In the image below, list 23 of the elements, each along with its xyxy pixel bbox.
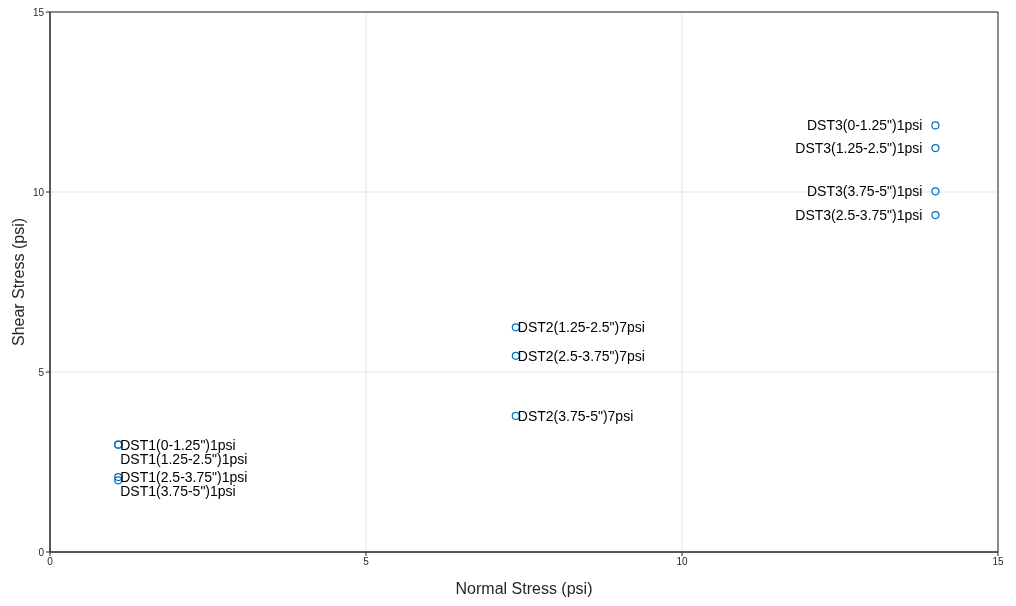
annotation: DST2(2.5-3.75")7psi <box>517 347 645 364</box>
y-axis-title: Shear Stress (psi) <box>9 217 27 347</box>
y-tick-label: 10 <box>32 186 45 198</box>
annotation: DST2(1.25-2.5")7psi <box>517 319 645 336</box>
point <box>931 121 940 130</box>
annotation: DST3(3.75-5")1psi <box>806 183 923 200</box>
point <box>931 210 940 220</box>
annotation: DST3(0-1.25")1psi <box>806 117 923 134</box>
annotation: DST1(3.75-5")1psi <box>120 483 236 500</box>
annotation: DST2(3.75-5")7psi <box>517 407 634 424</box>
x-tick-label: 15 <box>992 556 1004 568</box>
x-axis-title: Normal Stress (psi) <box>455 580 593 597</box>
annotation: DST1(0-1.25")1psi <box>120 436 236 453</box>
x-tick-label: 5 <box>363 556 370 568</box>
x-tick-label: 10 <box>676 556 688 568</box>
point <box>931 143 940 153</box>
point <box>931 187 940 196</box>
y-tick-label: 0 <box>38 546 45 558</box>
x-tick-label: 0 <box>47 556 54 568</box>
annotation: DST3(1.25-2.5")1psi <box>795 139 923 156</box>
annotation: DST3(2.5-3.75")1psi <box>795 206 923 223</box>
y-tick-label: 15 <box>32 6 45 18</box>
y-tick-label: 5 <box>38 366 45 378</box>
